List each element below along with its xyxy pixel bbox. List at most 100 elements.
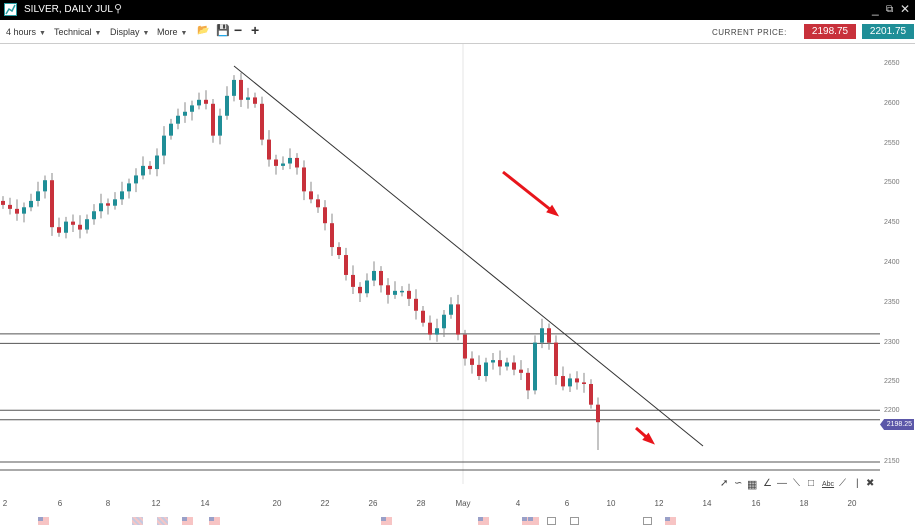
x-axis-label: 12	[151, 499, 161, 508]
folder-icon[interactable]: 📂	[197, 25, 210, 36]
us-flag-icon[interactable]	[182, 517, 193, 525]
candle-body	[295, 157, 299, 168]
curve-icon[interactable]: ∽	[734, 478, 743, 489]
calendar-icon[interactable]	[547, 517, 556, 525]
candle-body	[1, 200, 5, 205]
search-icon[interactable]: ⚲	[114, 3, 123, 15]
candle-body	[561, 376, 565, 387]
delete-icon[interactable]: ✖	[866, 478, 875, 489]
us-flag-icon[interactable]	[478, 517, 489, 525]
candle-body	[372, 270, 376, 281]
display-label: Display	[110, 27, 140, 37]
candle-body	[253, 97, 257, 104]
us-flag-icon[interactable]	[528, 517, 539, 525]
candle-body	[176, 115, 180, 124]
minimize-icon[interactable]: _	[872, 2, 879, 16]
candle-body	[596, 404, 600, 423]
candle-body	[267, 139, 271, 160]
candle-body	[232, 79, 236, 96]
x-axis-label: 10	[606, 499, 616, 508]
fan-icon[interactable]: ∠	[763, 478, 772, 489]
candle-body	[246, 97, 250, 100]
candle-body	[57, 227, 61, 233]
candle-body	[162, 135, 166, 156]
candle-body	[386, 285, 390, 295]
candle-body	[442, 314, 446, 329]
current-price-tag: 2198.25	[880, 419, 914, 430]
display-dropdown[interactable]: Display ▼	[110, 27, 149, 37]
popout-icon[interactable]: ⧉	[886, 4, 894, 15]
x-axis-label: 12	[654, 499, 664, 508]
candle-body	[316, 199, 320, 208]
candle-body	[337, 247, 341, 256]
y-axis-label: 2150	[884, 458, 900, 465]
candle-body	[428, 322, 432, 335]
timeframe-label: 4 hours	[6, 27, 37, 37]
hline-icon[interactable]: —	[777, 478, 787, 489]
timeframe-dropdown[interactable]: 4 hours ▼	[6, 27, 46, 37]
candle-body	[85, 219, 89, 230]
candle-body	[274, 159, 278, 166]
buy-price-button[interactable]: 2201.75	[862, 24, 914, 39]
candle-body	[204, 99, 208, 104]
more-dropdown[interactable]: More ▼	[157, 27, 187, 37]
close-icon[interactable]: ✕	[900, 2, 911, 16]
candle-body	[225, 95, 229, 116]
x-axis-label: 18	[799, 499, 809, 508]
save-icon[interactable]: 💾	[216, 25, 230, 37]
down-arrow-icon	[502, 170, 557, 216]
uk-flag-icon[interactable]	[157, 517, 168, 525]
x-axis-label: 20	[847, 499, 857, 508]
zoom-out-icon[interactable]: −	[234, 22, 243, 38]
zoom-in-icon[interactable]: +	[251, 22, 260, 38]
pointer-icon[interactable]: ➚	[720, 478, 729, 489]
x-axis-label: 20	[272, 499, 282, 508]
arrow-head-icon	[546, 204, 560, 217]
text-icon[interactable]: Abc	[822, 481, 835, 488]
candle-body	[540, 328, 544, 343]
arrow-head-icon	[642, 432, 656, 445]
x-axis-label: 8	[105, 499, 111, 508]
candle-body	[568, 378, 572, 387]
candle-body	[484, 362, 488, 377]
us-flag-icon[interactable]	[522, 517, 533, 525]
technical-dropdown[interactable]: Technical ▼	[54, 27, 101, 37]
candle-body	[190, 105, 194, 112]
us-flag-icon[interactable]	[209, 517, 220, 525]
calendar-icon[interactable]	[570, 517, 579, 525]
us-flag-icon[interactable]	[665, 517, 676, 525]
y-axis-label: 2550	[884, 139, 900, 147]
candle-body	[365, 280, 369, 294]
candle-body	[449, 304, 453, 315]
candle-body	[134, 175, 138, 184]
candle-body	[50, 180, 54, 228]
candle-body	[64, 221, 68, 233]
us-flag-icon[interactable]	[38, 517, 49, 525]
fib-table-icon[interactable]: ▦	[747, 479, 758, 491]
candle-body	[582, 382, 586, 384]
y-axis-label: 2300	[884, 338, 900, 346]
us-flag-icon[interactable]	[381, 517, 392, 525]
uk-flag-icon[interactable]	[132, 517, 143, 525]
candle-body	[358, 286, 362, 294]
ray-icon[interactable]: ⟋	[839, 478, 846, 489]
candle-body	[491, 360, 495, 363]
candle-body	[43, 180, 47, 192]
candle-body	[470, 358, 474, 365]
sell-price-button[interactable]: 2198.75	[804, 24, 856, 39]
candle-body	[141, 165, 145, 176]
candle-body	[36, 191, 40, 201]
candle-body	[239, 79, 243, 100]
x-axis-label: 6	[564, 499, 570, 508]
candle-body	[589, 383, 593, 405]
candle-body	[302, 167, 306, 192]
technical-label: Technical	[54, 27, 92, 37]
trendline-icon[interactable]: ⟍	[793, 478, 800, 489]
price-chart[interactable]	[0, 44, 880, 484]
candle-body	[407, 290, 411, 299]
candle-body	[512, 362, 516, 370]
vline-icon[interactable]: |	[856, 478, 859, 489]
rectangle-icon[interactable]: □	[808, 478, 815, 489]
x-axis-label: 26	[368, 499, 378, 508]
calendar-icon[interactable]	[643, 517, 652, 525]
